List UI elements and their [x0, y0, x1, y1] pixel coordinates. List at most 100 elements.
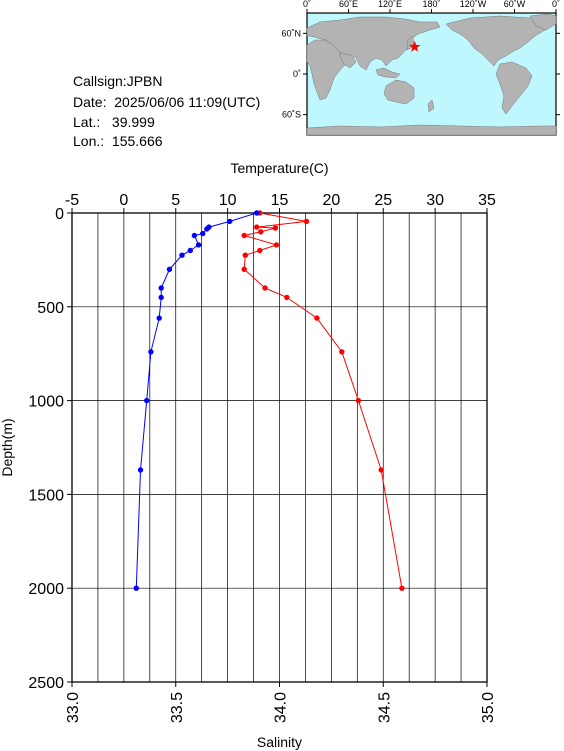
temperature-point: [355, 397, 362, 404]
land-eurasia: [306, 16, 441, 71]
chart-frame: [71, 212, 488, 683]
lat-label: Lat.:: [73, 114, 101, 130]
salinity-point: [191, 232, 198, 239]
temperature-series: [241, 210, 405, 591]
temperature-point: [273, 242, 280, 248]
salinity-line: [135, 212, 257, 589]
temperature-point: [242, 252, 248, 258]
temperature-tick-label: 15: [271, 192, 289, 209]
salinity-point: [187, 247, 193, 254]
location-map: 0˚ 60˚E 120˚E 180˚ 120˚W 60˚W 0˚ 60˚N 0˚ 60˚S: [281, 0, 560, 136]
date-line: Date: 2025/06/06 11:09(UTC): [73, 93, 260, 111]
salinity-point: [144, 397, 150, 404]
callsign-line: Callsign:JPBN: [73, 72, 163, 90]
callsign-label: Callsign:: [73, 73, 127, 89]
temperature-tick-label: 5: [171, 192, 180, 209]
map-labels: 0˚ 60˚E 120˚E 180˚ 120˚W 60˚W 0˚ 60˚N 0˚ 60˚S: [281, 0, 560, 120]
map-lon-label: 120˚W: [460, 0, 487, 9]
temperature-point: [284, 294, 290, 301]
temperature-tick-label: 25: [374, 192, 392, 209]
salinity-point: [158, 294, 164, 301]
temperature-point: [262, 285, 268, 291]
depth-axis-label: Depth(m): [0, 418, 15, 476]
lat-value: 39.999: [111, 114, 155, 130]
series-layer: [133, 210, 405, 591]
salinity-point: [148, 349, 154, 355]
depth-tick-label: 0: [55, 206, 64, 223]
map-lon-label: 120˚E: [378, 0, 402, 9]
map-land: [306, 13, 557, 136]
map-lat-label: 0˚: [293, 69, 301, 79]
salinity-tick-label: 33.5: [169, 692, 186, 723]
lon-label: Lon.:: [73, 133, 105, 149]
temperature-axis: -5 0 5 10 15 20 25 30 35: [65, 192, 496, 213]
temperature-point: [241, 232, 247, 239]
temperature-point: [378, 467, 384, 473]
temperature-point: [272, 225, 279, 231]
map-lat-label: 60˚N: [281, 28, 301, 38]
temperature-tick-label: -5: [65, 192, 79, 209]
lon-value: 155.666: [111, 133, 163, 149]
temperature-point: [258, 229, 264, 235]
salinity-tick-label: 34.5: [376, 692, 393, 723]
salinity-tick-label: 33.0: [65, 692, 82, 723]
temperature-point: [254, 224, 260, 230]
depth-tick-label: 1000: [28, 394, 64, 411]
map-ticks: [303, 9, 560, 116]
temperature-point: [303, 218, 310, 225]
temperature-tick-label: 30: [426, 192, 444, 209]
depth-tick-label: 2000: [28, 581, 64, 598]
salinity-point: [206, 224, 212, 230]
salinity-point: [156, 315, 162, 321]
temperature-point: [339, 349, 345, 355]
salinity-point: [195, 242, 202, 248]
date-value: 2025/06/06 11:09(UTC): [114, 94, 261, 110]
depth-tick-label: 2500: [28, 675, 64, 692]
salinity-axis-label: Salinity: [257, 734, 302, 750]
land-australia: [383, 79, 415, 105]
temperature-tick-label: 10: [219, 192, 237, 209]
temperature-line: [243, 212, 403, 589]
map-lon-label: 60˚E: [339, 0, 358, 9]
salinity-point: [179, 252, 185, 258]
temperature-point: [399, 585, 405, 591]
map-lat-label: 60˚S: [282, 110, 301, 120]
temperature-tick-label: 0: [119, 192, 128, 209]
land-new-zealand: [427, 99, 435, 113]
salinity-point: [133, 585, 139, 591]
salinity-point: [254, 210, 260, 216]
salinity-tick-label: 35.0: [480, 692, 497, 723]
chart-grid: [71, 212, 488, 683]
temperature-point: [241, 266, 247, 272]
lon-line: Lon.: 155.666: [73, 132, 163, 150]
land-antarctica: [306, 124, 557, 136]
depth-axis: 0 500 1000 1500 2000 2500: [28, 206, 72, 692]
land-indonesia: [375, 67, 401, 79]
map-lon-label: 0˚: [303, 0, 311, 9]
salinity-point: [166, 266, 173, 272]
callsign-value: JPBN: [126, 73, 163, 89]
temperature-point: [257, 247, 263, 254]
salinity-axis: 33.0 33.5 34.0 34.5 35.0: [65, 682, 497, 723]
salinity-series: [133, 210, 260, 591]
date-label: Date:: [73, 94, 107, 110]
salinity-point: [227, 218, 233, 225]
map-lon-label: 60˚W: [504, 0, 526, 9]
salinity-point: [204, 226, 210, 232]
map-lon-label: 180˚: [422, 0, 440, 9]
land-greenland: [529, 13, 557, 31]
star-icon: [409, 40, 421, 52]
salinity-tick-label: 34.0: [273, 692, 290, 723]
temperature-axis-label: Temperature(C): [230, 160, 328, 176]
temperature-tick-label: 35: [478, 192, 496, 209]
land-south-america: [495, 61, 533, 115]
salinity-point: [200, 230, 206, 237]
lat-line: Lat.: 39.999: [73, 113, 155, 131]
map-lon-label: 0˚: [552, 0, 560, 9]
depth-tick-label: 1500: [28, 487, 64, 504]
temperature-point: [257, 210, 263, 216]
depth-tick-label: 500: [37, 300, 64, 317]
temperature-point: [314, 315, 320, 321]
salinity-point: [158, 285, 164, 291]
